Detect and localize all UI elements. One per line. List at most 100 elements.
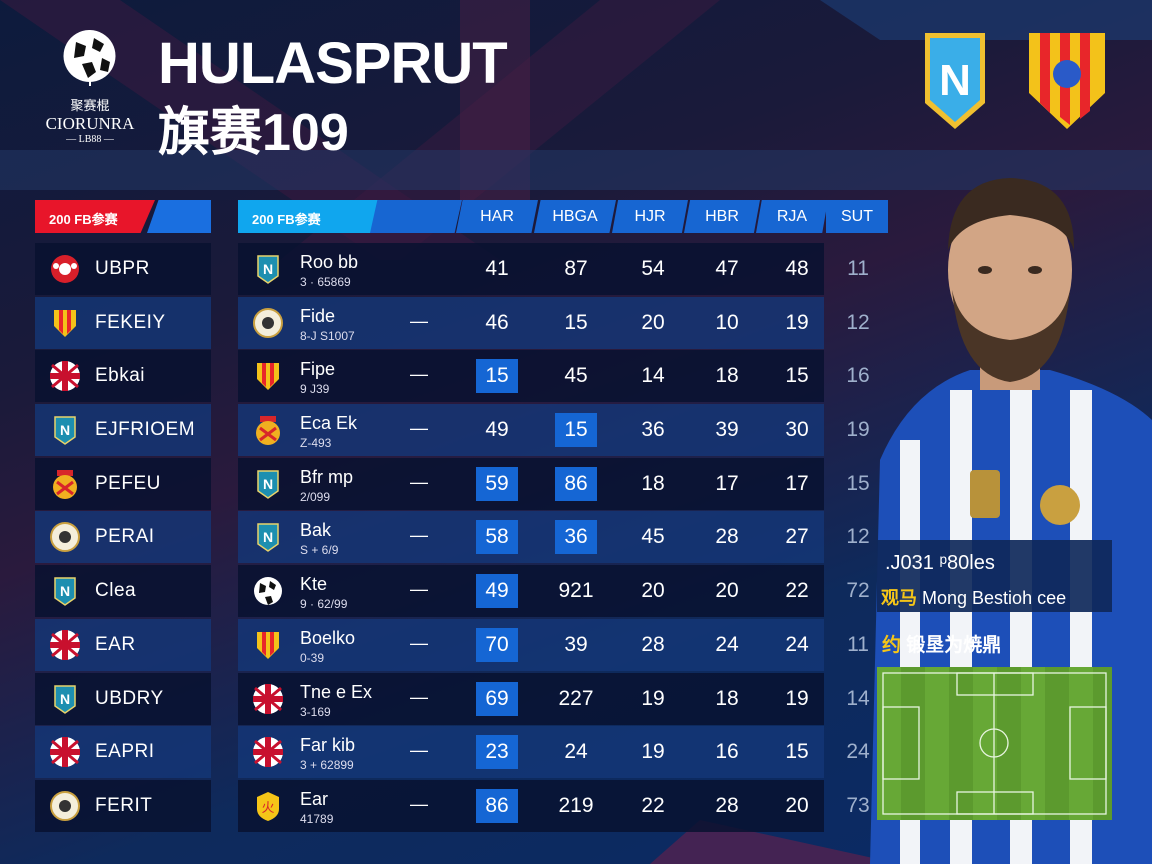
row-subtext: 3 · 65869 bbox=[300, 275, 351, 289]
row-name: Roo bb bbox=[300, 252, 359, 272]
stat-cell: 19 bbox=[785, 686, 809, 710]
red-ball-crest-icon bbox=[49, 253, 81, 285]
table-row[interactable]: N Bfr mp 2/099 — 59 86 18 17 17 15 bbox=[238, 457, 870, 510]
logo-cn-text: 聚赛棍 bbox=[70, 99, 110, 114]
player-name-line: 观马 Mong Bestioh cee bbox=[881, 584, 1066, 610]
table-row[interactable]: Fipe 9 J39 — 15 45 14 18 15 16 bbox=[238, 350, 870, 403]
row-dash: — bbox=[410, 740, 428, 761]
stat-cell: 30 bbox=[785, 418, 809, 442]
row-dash: — bbox=[410, 525, 428, 546]
header-accent bbox=[147, 200, 211, 233]
svg-text:N: N bbox=[60, 422, 70, 438]
column-header[interactable]: HBR bbox=[684, 200, 760, 233]
n-shield-icon: N bbox=[49, 414, 81, 446]
stat-cell: 45 bbox=[641, 525, 665, 549]
team-name: Clea bbox=[95, 580, 137, 602]
row-dash: — bbox=[410, 579, 428, 600]
player-info-box: .J031 ᵖ80les 观马 Mong Bestioh cee bbox=[877, 540, 1112, 612]
table-row[interactable]: Tne e Ex 3-169 — 69 227 19 18 19 14 bbox=[238, 672, 870, 725]
team-list-item[interactable]: EAPRI bbox=[35, 726, 211, 779]
stat-cell: 24 bbox=[846, 740, 870, 764]
team-name: UBDRY bbox=[95, 687, 164, 709]
row-subtext: 41789 bbox=[300, 811, 334, 826]
round-crest-icon bbox=[49, 521, 81, 553]
team-name: FEKEIY bbox=[95, 311, 166, 333]
team-list-item[interactable]: N Clea bbox=[35, 565, 211, 618]
column-header[interactable]: HBGA bbox=[534, 200, 616, 233]
n-shield-icon: N bbox=[252, 521, 284, 553]
stat-cell: 70 bbox=[476, 627, 518, 662]
stat-cell: 227 bbox=[558, 686, 594, 710]
stat-cell: 54 bbox=[641, 257, 665, 280]
table-row[interactable]: N Roo bb 3 · 65869 41 87 54 47 48 11 bbox=[238, 243, 869, 295]
team-list-item[interactable]: EAR bbox=[35, 618, 211, 671]
row-subtext: 0-39 bbox=[300, 650, 325, 665]
team-name: PERAI bbox=[95, 526, 155, 548]
row-subtext: 3-169 bbox=[300, 704, 331, 719]
svg-text:N: N bbox=[60, 691, 70, 707]
team-list-item[interactable]: PERAI bbox=[35, 511, 211, 564]
team-list-item[interactable]: N UBDRY bbox=[35, 672, 211, 725]
stat-cell: 10 bbox=[715, 310, 739, 334]
stat-cell: 11 bbox=[847, 632, 869, 656]
svg-text:N: N bbox=[939, 56, 971, 105]
n-shield-icon: N bbox=[252, 468, 284, 500]
team-list-item[interactable]: FERIT bbox=[35, 779, 211, 832]
table-row[interactable]: N Bak S + 6/9 — 58 36 45 28 27 12 bbox=[238, 511, 870, 564]
stat-cell: 87 bbox=[564, 257, 588, 280]
stat-cell: 14 bbox=[846, 686, 870, 710]
header-spacer bbox=[370, 200, 462, 233]
stat-cell: 22 bbox=[641, 793, 665, 817]
row-subtext: Z-493 bbox=[300, 436, 332, 451]
stat-cell: 18 bbox=[641, 471, 665, 495]
table-row[interactable]: Eca Ek Z-493 — 49 15 36 39 30 19 bbox=[238, 404, 870, 457]
n-shield-icon: N bbox=[49, 575, 81, 607]
team-list-item[interactable]: UBPR bbox=[35, 243, 211, 295]
player-tag: 观马 bbox=[881, 588, 917, 608]
table-row[interactable]: Boelko 0-39 — 70 39 28 24 24 11 bbox=[238, 618, 869, 671]
team-list-item[interactable]: FEKEIY bbox=[35, 296, 211, 349]
team-name: EAR bbox=[95, 633, 136, 655]
table-row[interactable]: Far kib 3 + 62899 — 23 24 19 16 15 24 bbox=[238, 726, 870, 779]
table-row[interactable]: Kte 9 · 62/99 — 49 921 20 20 22 72 bbox=[238, 565, 870, 618]
table-row[interactable]: Fide 8-J S1007 — 46 15 20 10 19 12 bbox=[238, 296, 870, 349]
column-header[interactable]: HJR bbox=[612, 200, 688, 233]
stat-cell: 18 bbox=[715, 686, 739, 710]
stat-cell: 921 bbox=[558, 579, 594, 603]
column-header[interactable]: HAR bbox=[456, 200, 538, 233]
stat-cell: 72 bbox=[846, 579, 870, 603]
row-subtext: 9 J39 bbox=[300, 382, 330, 397]
column-header[interactable]: RJA bbox=[756, 200, 828, 233]
row-name: Kte bbox=[300, 574, 328, 595]
stat-cell: 41 bbox=[485, 257, 509, 280]
team-list-header: 200 FB参赛 bbox=[35, 200, 211, 233]
row-dash: — bbox=[410, 310, 428, 331]
stat-cell: 45 bbox=[564, 364, 588, 388]
stat-cell: 11 bbox=[847, 257, 869, 280]
stat-cell: 16 bbox=[715, 740, 739, 764]
svg-text:N: N bbox=[263, 261, 273, 277]
stat-cell: 15 bbox=[555, 413, 597, 448]
stat-cell: 58 bbox=[476, 520, 518, 555]
row-subtext: 9 · 62/99 bbox=[300, 597, 348, 612]
team-list-item[interactable]: N EJFRIOEM bbox=[35, 404, 211, 457]
n-shield-badge-icon: N bbox=[925, 33, 985, 129]
stat-cell: 24 bbox=[785, 632, 809, 656]
soccer-ball-icon bbox=[63, 30, 116, 86]
row-name: Eca Ek bbox=[300, 413, 358, 434]
stat-cell: 49 bbox=[485, 418, 509, 442]
caption-text: 锻垦为焼鼎 bbox=[906, 635, 1002, 656]
logo-year-text: — LB88 — bbox=[66, 134, 114, 145]
crown-crest-icon bbox=[252, 414, 284, 446]
table-header: 200 FB参赛 HAR HBGA HJR HBR RJA SUT bbox=[238, 200, 888, 233]
svg-text:火: 火 bbox=[261, 800, 274, 815]
page-title: HULASPRUT bbox=[158, 31, 508, 96]
union-jack-flag-icon bbox=[49, 360, 81, 392]
table-row[interactable]: 火 Ear 41789 — 86 219 22 28 20 73 bbox=[238, 779, 870, 832]
n-shield-icon: N bbox=[49, 683, 81, 715]
team-list-item[interactable]: PEFEU bbox=[35, 457, 211, 510]
player-name: Mong Bestioh cee bbox=[922, 588, 1067, 608]
team-list-item[interactable]: Ebkai bbox=[35, 350, 211, 403]
column-header[interactable]: SUT bbox=[826, 200, 888, 233]
team-name: FERIT bbox=[95, 794, 153, 816]
